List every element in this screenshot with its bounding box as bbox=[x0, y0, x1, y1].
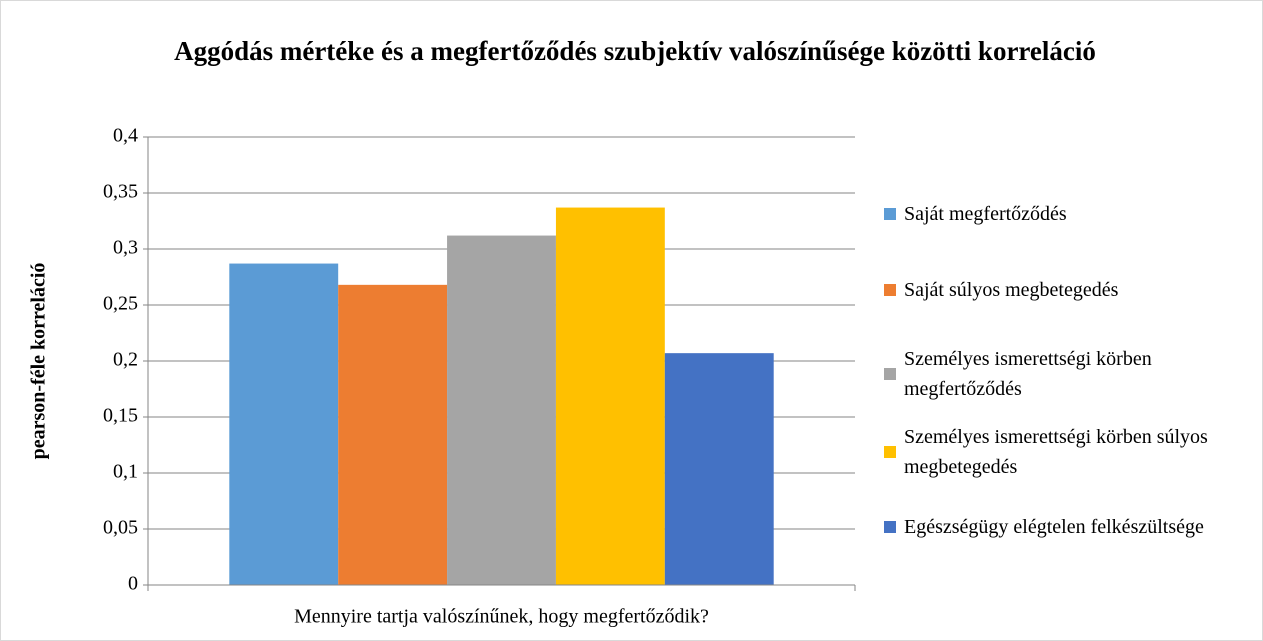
bar bbox=[447, 235, 556, 585]
legend-swatch bbox=[884, 284, 896, 296]
y-tick-label: 0,4 bbox=[113, 125, 138, 147]
bar bbox=[664, 353, 774, 585]
legend-swatch bbox=[884, 446, 896, 458]
legend-item: Egészségügy elégtelen felkészültsége bbox=[884, 512, 1244, 542]
y-axis-label: pearson-féle korreláció bbox=[28, 263, 50, 460]
y-tick-label: 0,3 bbox=[113, 237, 138, 259]
legend-item: Személyes ismerettségi körben súlyos meg… bbox=[884, 422, 1244, 482]
legend-swatch bbox=[884, 208, 896, 220]
legend-item: Személyes ismerettségi körben megfertőző… bbox=[884, 344, 1244, 404]
bar bbox=[229, 263, 339, 585]
legend-swatch bbox=[884, 368, 896, 380]
y-tick-label: 0,15 bbox=[103, 405, 138, 427]
y-tick-label: 0,35 bbox=[103, 181, 138, 203]
legend-label: Egészségügy elégtelen felkészültsége bbox=[904, 516, 1204, 538]
y-tick-label: 0,25 bbox=[103, 293, 138, 315]
y-tick-label: 0 bbox=[128, 573, 138, 595]
legend-label: Saját súlyos megbetegedés bbox=[904, 279, 1119, 301]
legend-label: Személyes ismerettségi körben megfertőző… bbox=[904, 348, 1152, 400]
bar bbox=[338, 284, 448, 585]
y-tick-label: 0,05 bbox=[103, 517, 138, 539]
x-tick-label: Mennyire tartja valószínűnek, hogy megfe… bbox=[294, 606, 709, 628]
legend-item: Saját súlyos megbetegedés bbox=[884, 275, 1244, 305]
legend-swatch bbox=[884, 521, 896, 533]
legend-label: Saját megfertőződés bbox=[904, 203, 1067, 225]
y-tick-label: 0,1 bbox=[113, 461, 138, 483]
y-tick-label: 0,2 bbox=[113, 349, 138, 371]
legend-label: Személyes ismerettségi körben súlyos meg… bbox=[904, 426, 1208, 478]
legend-item: Saját megfertőződés bbox=[884, 199, 1244, 229]
bar bbox=[555, 207, 665, 585]
chart-title: Aggódás mértéke és a megfertőződés szubj… bbox=[174, 36, 1096, 66]
